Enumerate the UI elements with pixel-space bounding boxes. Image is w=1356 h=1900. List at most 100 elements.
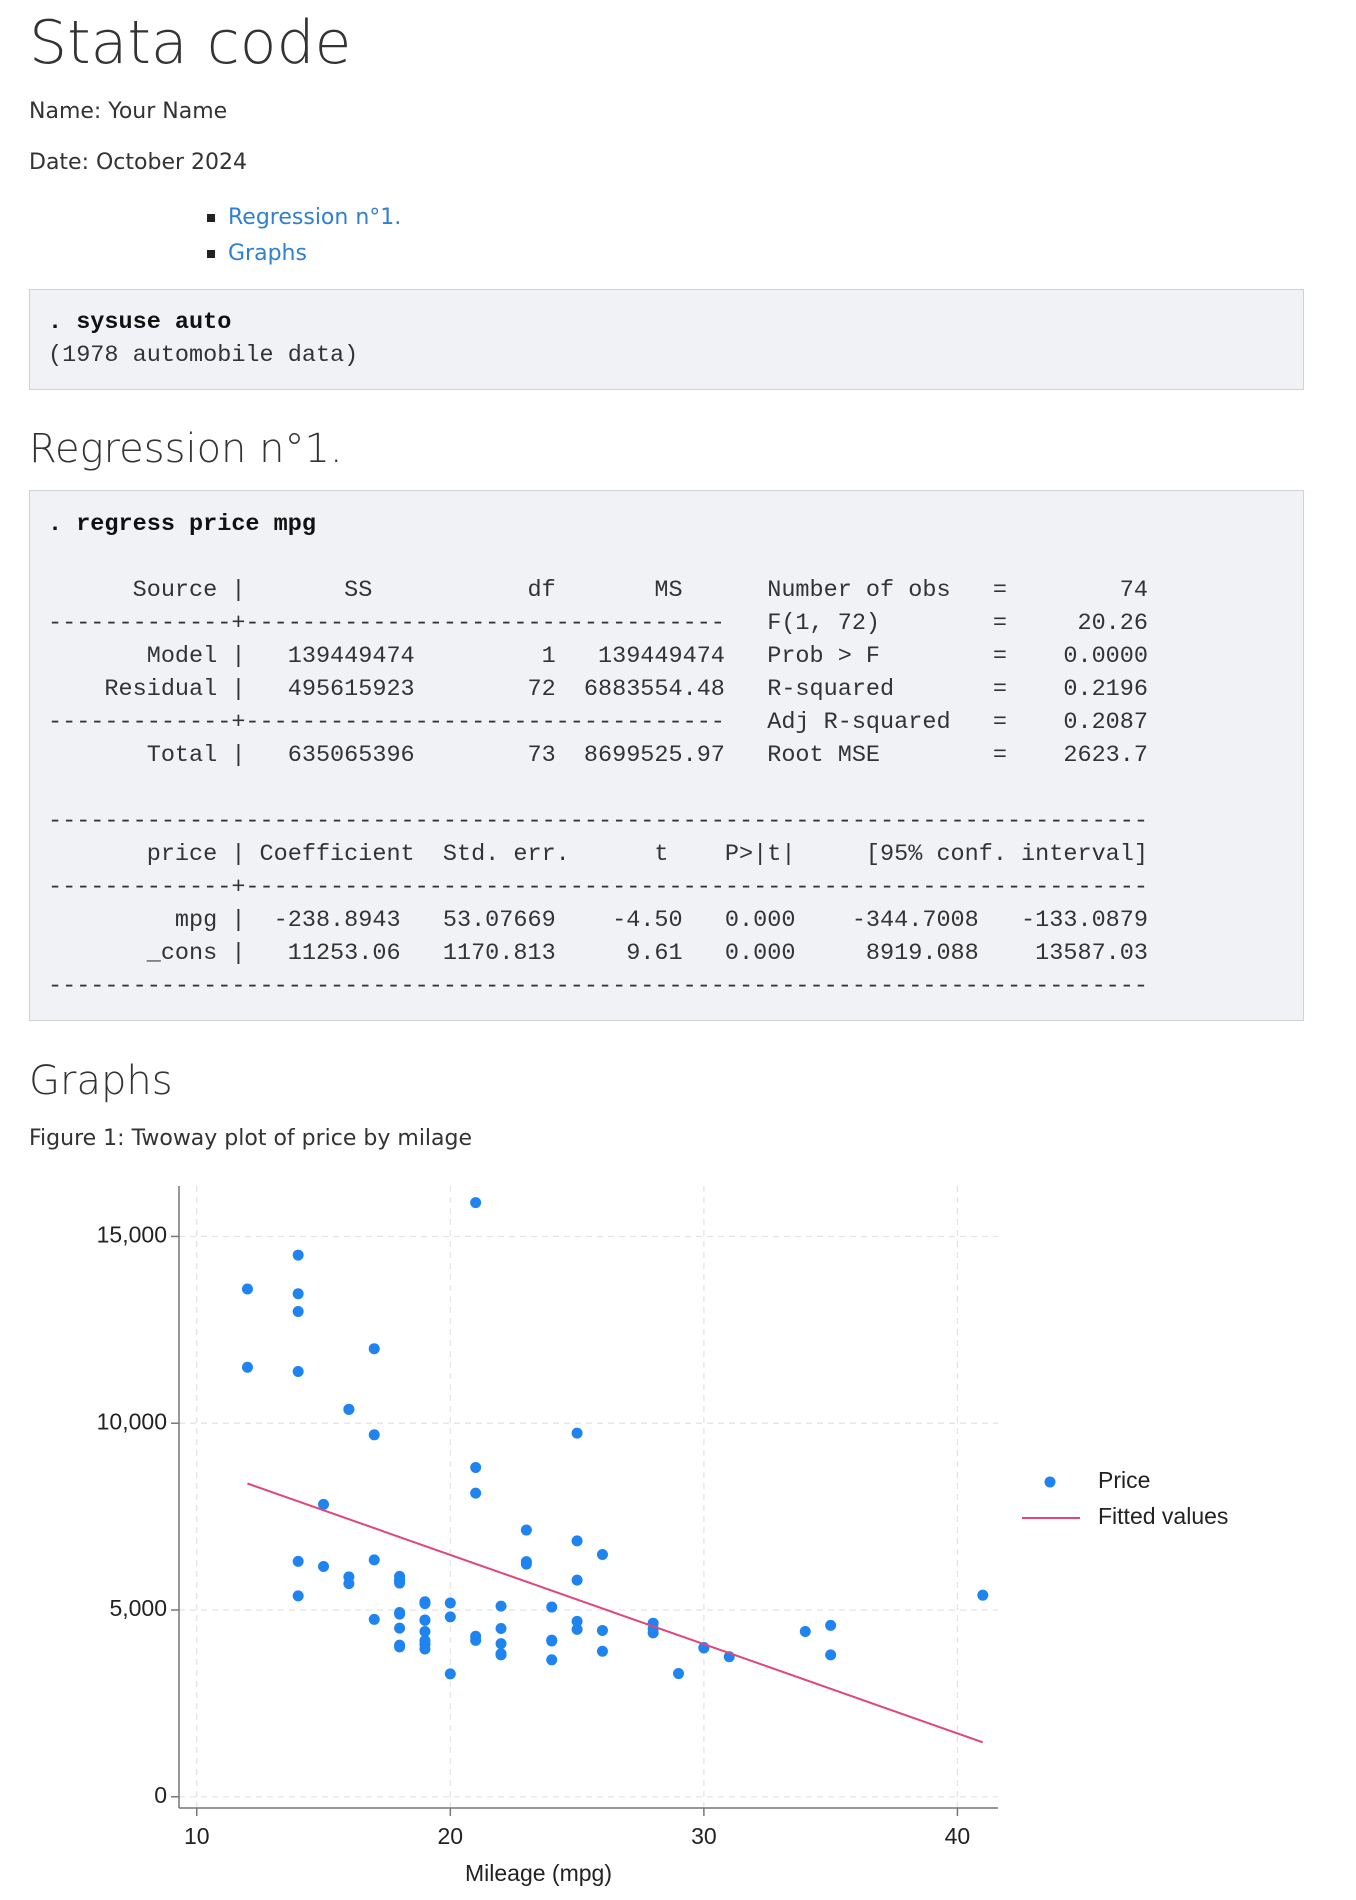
bullet (207, 214, 215, 222)
fitted-line (247, 1482, 984, 1744)
toc-link[interactable]: Regression n°1. (228, 205, 402, 230)
output-line: Total | 635065396 73 8699525.97 Root MSE… (48, 742, 1148, 769)
scatter-point (368, 1613, 380, 1625)
scatter-point (470, 1487, 482, 1499)
output-line: price | Coefficient Std. err. t P>|t| [9… (48, 841, 1148, 868)
scatter-point (444, 1611, 456, 1623)
scatter-point (292, 1306, 304, 1318)
output-line: Model | 139449474 1 139449474 Prob > F =… (48, 643, 1148, 670)
command: . sysuse auto (48, 309, 232, 336)
page-title: Stata code (29, 8, 352, 78)
x-axis-label: Mileage (mpg) (465, 1860, 612, 1886)
scatter-point (419, 1626, 431, 1638)
output-line: Source | SS df MS Number of obs = 74 (48, 577, 1148, 604)
output-line: -------------+--------------------------… (48, 709, 1148, 736)
scatter-point (571, 1623, 583, 1635)
scatter-point (368, 1429, 380, 1441)
x-tick-label: 10 (184, 1823, 210, 1849)
scatter-point (292, 1590, 304, 1602)
scatter-point (571, 1574, 583, 1586)
scatter-point (444, 1597, 456, 1609)
scatter-point (419, 1643, 431, 1655)
scatter-point (546, 1654, 558, 1666)
legend-label: Fitted values (1098, 1503, 1228, 1529)
date: Date: October 2024 (29, 150, 248, 175)
scatter-point (571, 1615, 583, 1627)
section-heading: Graphs (29, 1058, 173, 1104)
legend-swatch (1044, 1476, 1056, 1488)
figure-caption: Figure 1: Twoway plot of price by milage (29, 1126, 473, 1151)
scatter-point (596, 1548, 608, 1560)
scatter-point (495, 1648, 507, 1660)
scatter-point (318, 1498, 330, 1510)
scatter-point (343, 1403, 355, 1415)
anova-table: Source | SS df MS Number of obs = 74 ----… (48, 574, 1303, 772)
scatter-point (394, 1622, 406, 1634)
scatter-point (571, 1535, 583, 1547)
scatter-point (470, 1197, 482, 1209)
output-line: (1978 automobile data) (48, 342, 359, 369)
scatter-point (495, 1623, 507, 1635)
scatter-point (394, 1577, 406, 1589)
scatter-point (292, 1249, 304, 1261)
x-tick-label: 20 (438, 1823, 464, 1849)
scatter-point (419, 1596, 431, 1608)
scatter-point (394, 1606, 406, 1618)
scatter-point (825, 1619, 837, 1631)
scatter-point (241, 1361, 253, 1373)
scatter-point (444, 1668, 456, 1680)
toc-item[interactable]: Regression n°1. (207, 203, 402, 233)
code-block: . sysuse auto (1978 automobile data) (29, 289, 1304, 390)
y-tick-label: 10,000 (97, 1408, 167, 1434)
author: Name: Your Name (29, 99, 228, 124)
scatter-point (343, 1571, 355, 1583)
output-line: ----------------------------------------… (48, 808, 1148, 835)
legend-label: Price (1098, 1467, 1150, 1493)
scatter-point (470, 1462, 482, 1474)
scatter-point (520, 1558, 532, 1570)
output-line: mpg | -238.8943 53.07669 -4.50 0.000 -34… (48, 907, 1148, 934)
section-heading: Regression n°1. (29, 426, 343, 472)
scatter-point (799, 1625, 811, 1637)
output-line: ----------------------------------------… (48, 973, 1148, 1000)
chart: 0 5,000 10,000 15,000 10 20 30 40 Mileage (mpg) P… (97, 1186, 1228, 1886)
scatter-point (419, 1635, 431, 1647)
x-tick-label: 30 (691, 1823, 717, 1849)
output-line: _cons | 11253.06 1170.813 9.61 0.000 891… (48, 940, 1148, 967)
scatter-point (292, 1288, 304, 1300)
scatter-point (368, 1554, 380, 1566)
x-tick-label: 40 (945, 1823, 971, 1849)
code-block: . regress price mpg Source | SS df MS Nu… (29, 490, 1304, 1021)
scatter-point (546, 1635, 558, 1647)
scatter-point (596, 1645, 608, 1657)
scatter-point (419, 1614, 431, 1626)
scatter-point (495, 1638, 507, 1650)
scatter-point (546, 1601, 558, 1613)
y-tick-label: 0 (154, 1782, 167, 1808)
scatter-point (241, 1283, 253, 1295)
scatter-point (520, 1524, 532, 1536)
scatter-point (571, 1427, 583, 1439)
y-tick-label: 15,000 (97, 1222, 167, 1248)
scatter-point (977, 1589, 989, 1601)
coef-table: ----------------------------------------… (48, 805, 1303, 1003)
scatter-point (292, 1555, 304, 1567)
output-line: -------------+--------------------------… (48, 874, 1148, 901)
scatter-point (470, 1630, 482, 1642)
bullet (207, 250, 215, 258)
y-tick-label: 5,000 (109, 1595, 167, 1621)
scatter-point (673, 1668, 685, 1680)
command: . regress price mpg (48, 511, 316, 538)
scatter-point (596, 1624, 608, 1636)
scatter-point (318, 1560, 330, 1572)
scatter-point (495, 1600, 507, 1612)
scatter-point (292, 1365, 304, 1377)
scatter-point (394, 1639, 406, 1651)
output-line: Residual | 495615923 72 6883554.48 R-squ… (48, 676, 1148, 703)
output-line: -------------+--------------------------… (48, 610, 1148, 637)
scatter-point (825, 1649, 837, 1661)
toc-link[interactable]: Graphs (228, 241, 307, 266)
scatter-point (368, 1343, 380, 1355)
toc-item[interactable]: Graphs (207, 239, 307, 269)
